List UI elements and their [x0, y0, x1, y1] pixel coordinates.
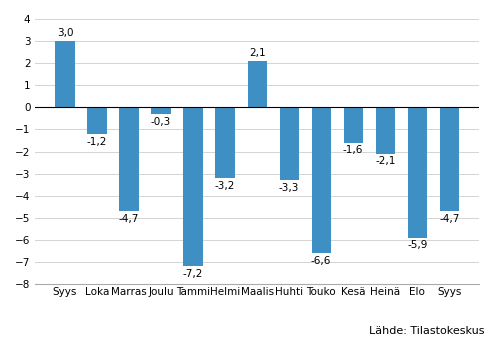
Text: -6,6: -6,6 [311, 256, 331, 266]
Bar [343, 107, 363, 143]
Text: Lähde: Tilastokeskus: Lähde: Tilastokeskus [369, 326, 484, 336]
Bar [280, 107, 299, 180]
Text: 2,1: 2,1 [249, 48, 265, 58]
Text: -0,3: -0,3 [151, 117, 171, 127]
Text: -2,1: -2,1 [375, 156, 395, 166]
Text: 3,0: 3,0 [57, 28, 73, 38]
Bar [215, 107, 235, 178]
Bar [408, 107, 427, 238]
Bar [152, 107, 170, 114]
Text: -4,7: -4,7 [119, 214, 139, 224]
Bar [375, 107, 395, 154]
Text: -3,2: -3,2 [215, 181, 235, 191]
Text: -1,6: -1,6 [343, 145, 364, 155]
Bar [120, 107, 139, 211]
Bar [87, 107, 107, 134]
Bar [247, 61, 267, 107]
Bar [312, 107, 331, 253]
Text: -1,2: -1,2 [87, 137, 107, 146]
Text: -5,9: -5,9 [407, 240, 427, 251]
Text: -3,3: -3,3 [279, 183, 299, 193]
Bar [55, 41, 75, 107]
Text: -4,7: -4,7 [439, 214, 459, 224]
Bar [183, 107, 203, 266]
Bar [440, 107, 459, 211]
Text: -7,2: -7,2 [183, 269, 203, 279]
